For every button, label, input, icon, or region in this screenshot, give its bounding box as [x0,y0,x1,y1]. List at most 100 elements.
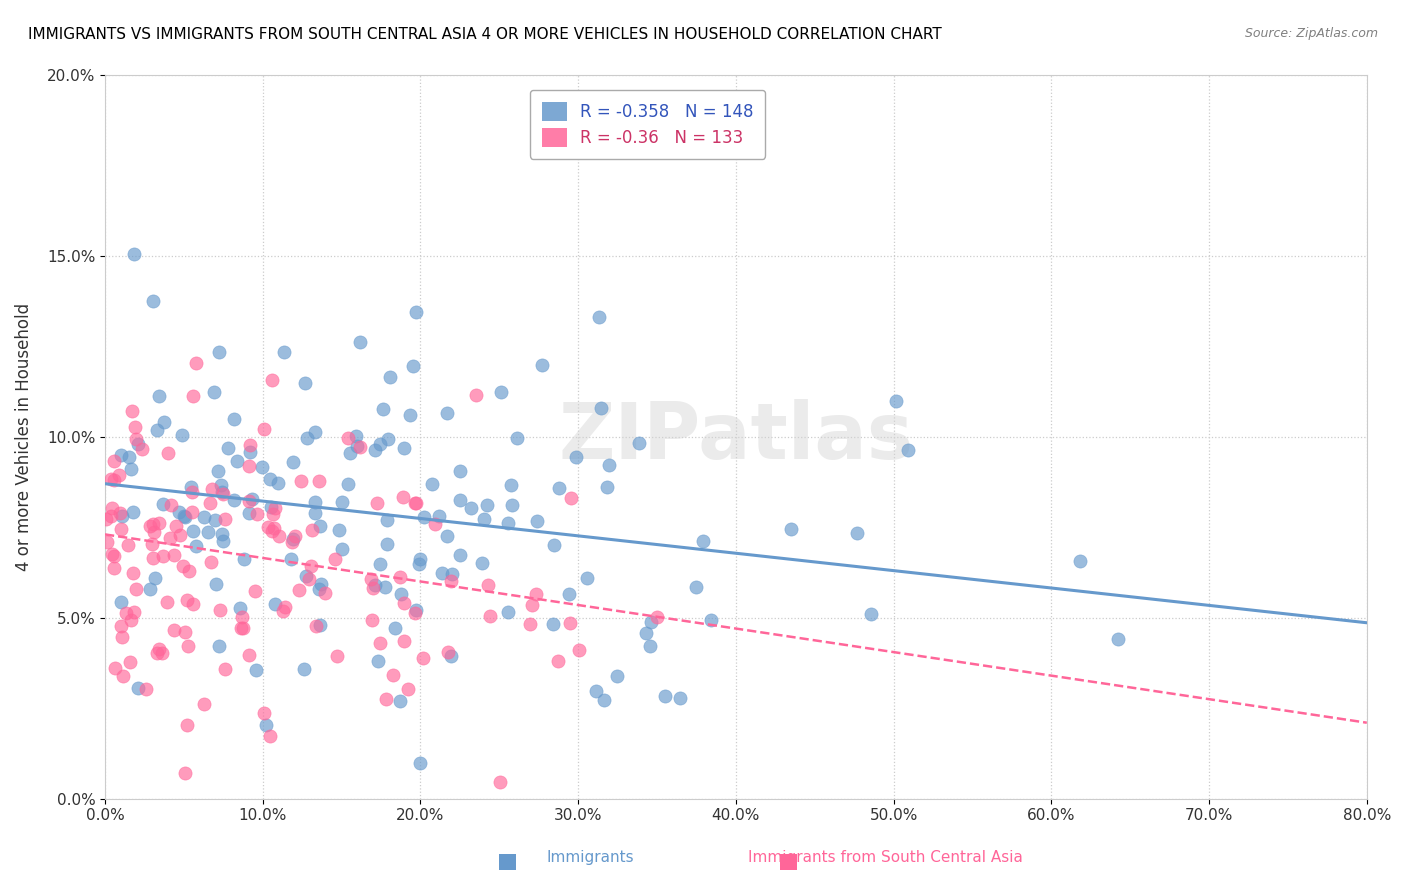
Point [167,505,190,519]
Point [246,507,269,521]
Point [173,508,195,523]
Point [384,621,406,635]
Point [139,519,162,533]
Point [375,691,398,706]
Point [640,615,662,629]
Point [145,647,167,661]
Point [173,625,195,640]
Point [472,512,495,526]
Point [884,393,907,408]
Point [344,429,367,443]
Text: Immigrants from South Central Asia: Immigrants from South Central Asia [748,850,1024,865]
Point [364,443,387,458]
Point [263,597,285,611]
Point [181,597,204,611]
Point [394,441,416,455]
Point [252,459,274,474]
Point [308,582,330,596]
Point [547,655,569,669]
Point [309,518,332,533]
Point [125,582,148,596]
Point [430,566,453,580]
Point [520,598,543,612]
Point [897,443,920,458]
Point [290,474,312,488]
Point [436,645,458,659]
Point [404,496,426,510]
Point [585,684,607,698]
Point [478,609,501,624]
Point [645,610,668,624]
Point [273,345,295,359]
Point [436,406,458,420]
Point [127,437,149,451]
Point [200,555,222,569]
Point [176,593,198,607]
Point [152,549,174,563]
Point [361,581,384,595]
Point [208,345,231,359]
Point [568,643,591,657]
Point [314,586,336,600]
Point [111,508,134,523]
Point [240,491,263,506]
Point [588,310,610,324]
Point [685,581,707,595]
Point [364,578,387,592]
Point [177,564,200,578]
Point [226,454,249,468]
Point [404,606,426,620]
Point [143,525,166,540]
Point [326,649,349,664]
Point [146,423,169,437]
Point [169,528,191,542]
Point [368,557,391,571]
Point [366,495,388,509]
Point [111,630,134,644]
Point [337,477,360,491]
Point [337,431,360,445]
Point [489,384,512,399]
Point [339,446,361,460]
Point [449,464,471,478]
Point [305,619,328,633]
Point [180,506,202,520]
Point [408,756,430,770]
Y-axis label: 4 or more Vehicles in Household: 4 or more Vehicles in Household [15,302,32,571]
Point [253,706,276,721]
Point [239,444,262,458]
Point [205,577,228,591]
Point [560,615,582,630]
Point [211,485,233,500]
Point [392,596,415,610]
Point [121,403,143,417]
Point [592,692,614,706]
Point [576,571,599,585]
Point [101,547,124,561]
Point [349,334,371,349]
Point [271,604,294,618]
Point [598,458,620,472]
Point [323,551,346,566]
Point [100,472,122,486]
Point [441,567,464,582]
Point [238,493,260,508]
Point [208,639,231,653]
Point [564,450,586,464]
Point [408,558,430,572]
Point [148,516,170,530]
Point [110,618,132,632]
Point [122,566,145,580]
Point [330,495,353,509]
Point [181,524,204,538]
Point [346,439,368,453]
Point [252,422,274,436]
Point [212,487,235,501]
Point [477,498,499,512]
Point [238,648,260,663]
Point [259,472,281,486]
Point [377,432,399,446]
Point [170,428,193,442]
Point [115,606,138,620]
Point [233,552,256,566]
